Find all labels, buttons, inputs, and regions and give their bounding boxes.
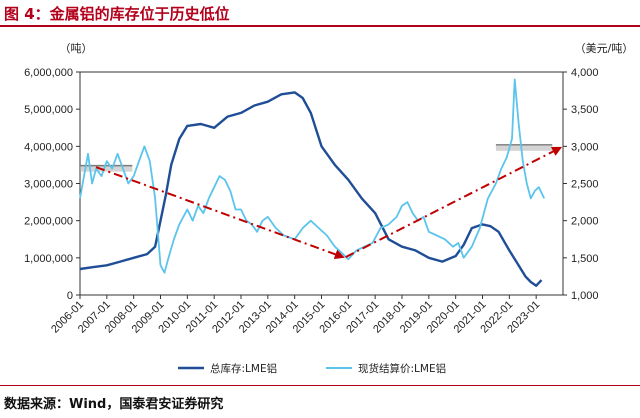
left-axis-tick-label: 3,000,000 — [24, 179, 73, 191]
left-axis-tick-label: 4,000,000 — [24, 141, 73, 153]
right-axis-unit: （美元/吨） — [575, 42, 634, 55]
left-axis-tick-label: 1,000,000 — [24, 253, 73, 265]
series-line-price — [79, 78, 546, 274]
left-axis-unit: （吨） — [60, 42, 93, 55]
figure-title: 图 4：金属铝的库存位于历史低位 — [4, 5, 230, 23]
trend-arrows — [95, 146, 563, 260]
series-layer — [79, 78, 546, 287]
trend-arrow-down — [95, 166, 345, 260]
right-axis-tick-label: 1,500 — [571, 253, 599, 265]
legend-label-inventory: 总库存:LME铝 — [210, 362, 277, 375]
right-axis-tick-label: 2,000 — [571, 216, 599, 228]
axes: 0 1,000,000 2,000,000 3,000,000 4,000,000 5,0… — [24, 42, 633, 336]
chart: 0 1,000,000 2,000,000 3,000,000 4,000,000 5,0… — [24, 42, 633, 375]
right-axis-tick-label: 1,000 — [571, 290, 599, 302]
right-axis-tick-label: 4,000 — [571, 67, 599, 79]
source-note: 数据来源：Wind，国泰君安证券研究 — [4, 397, 224, 412]
left-axis-tick-label: 0 — [67, 290, 73, 302]
title-rule — [0, 25, 640, 27]
price-band — [80, 165, 133, 172]
series-line-inventory — [79, 91, 543, 287]
left-axis-tick-label: 6,000,000 — [24, 67, 73, 79]
right-axis-tick-label: 2,500 — [571, 179, 599, 191]
right-axis-tick-label: 3,000 — [571, 141, 599, 153]
right-axis-tick-label: 3,500 — [571, 104, 599, 116]
trend-arrow-up — [345, 146, 563, 258]
legend: 总库存:LME铝 现货结算价:LME铝 — [178, 362, 446, 375]
legend-label-price: 现货结算价:LME铝 — [358, 362, 446, 375]
source-rule — [0, 385, 640, 386]
left-axis-tick-label: 2,000,000 — [24, 216, 73, 228]
price-band — [495, 144, 553, 151]
left-axis-tick-label: 5,000,000 — [24, 104, 73, 116]
